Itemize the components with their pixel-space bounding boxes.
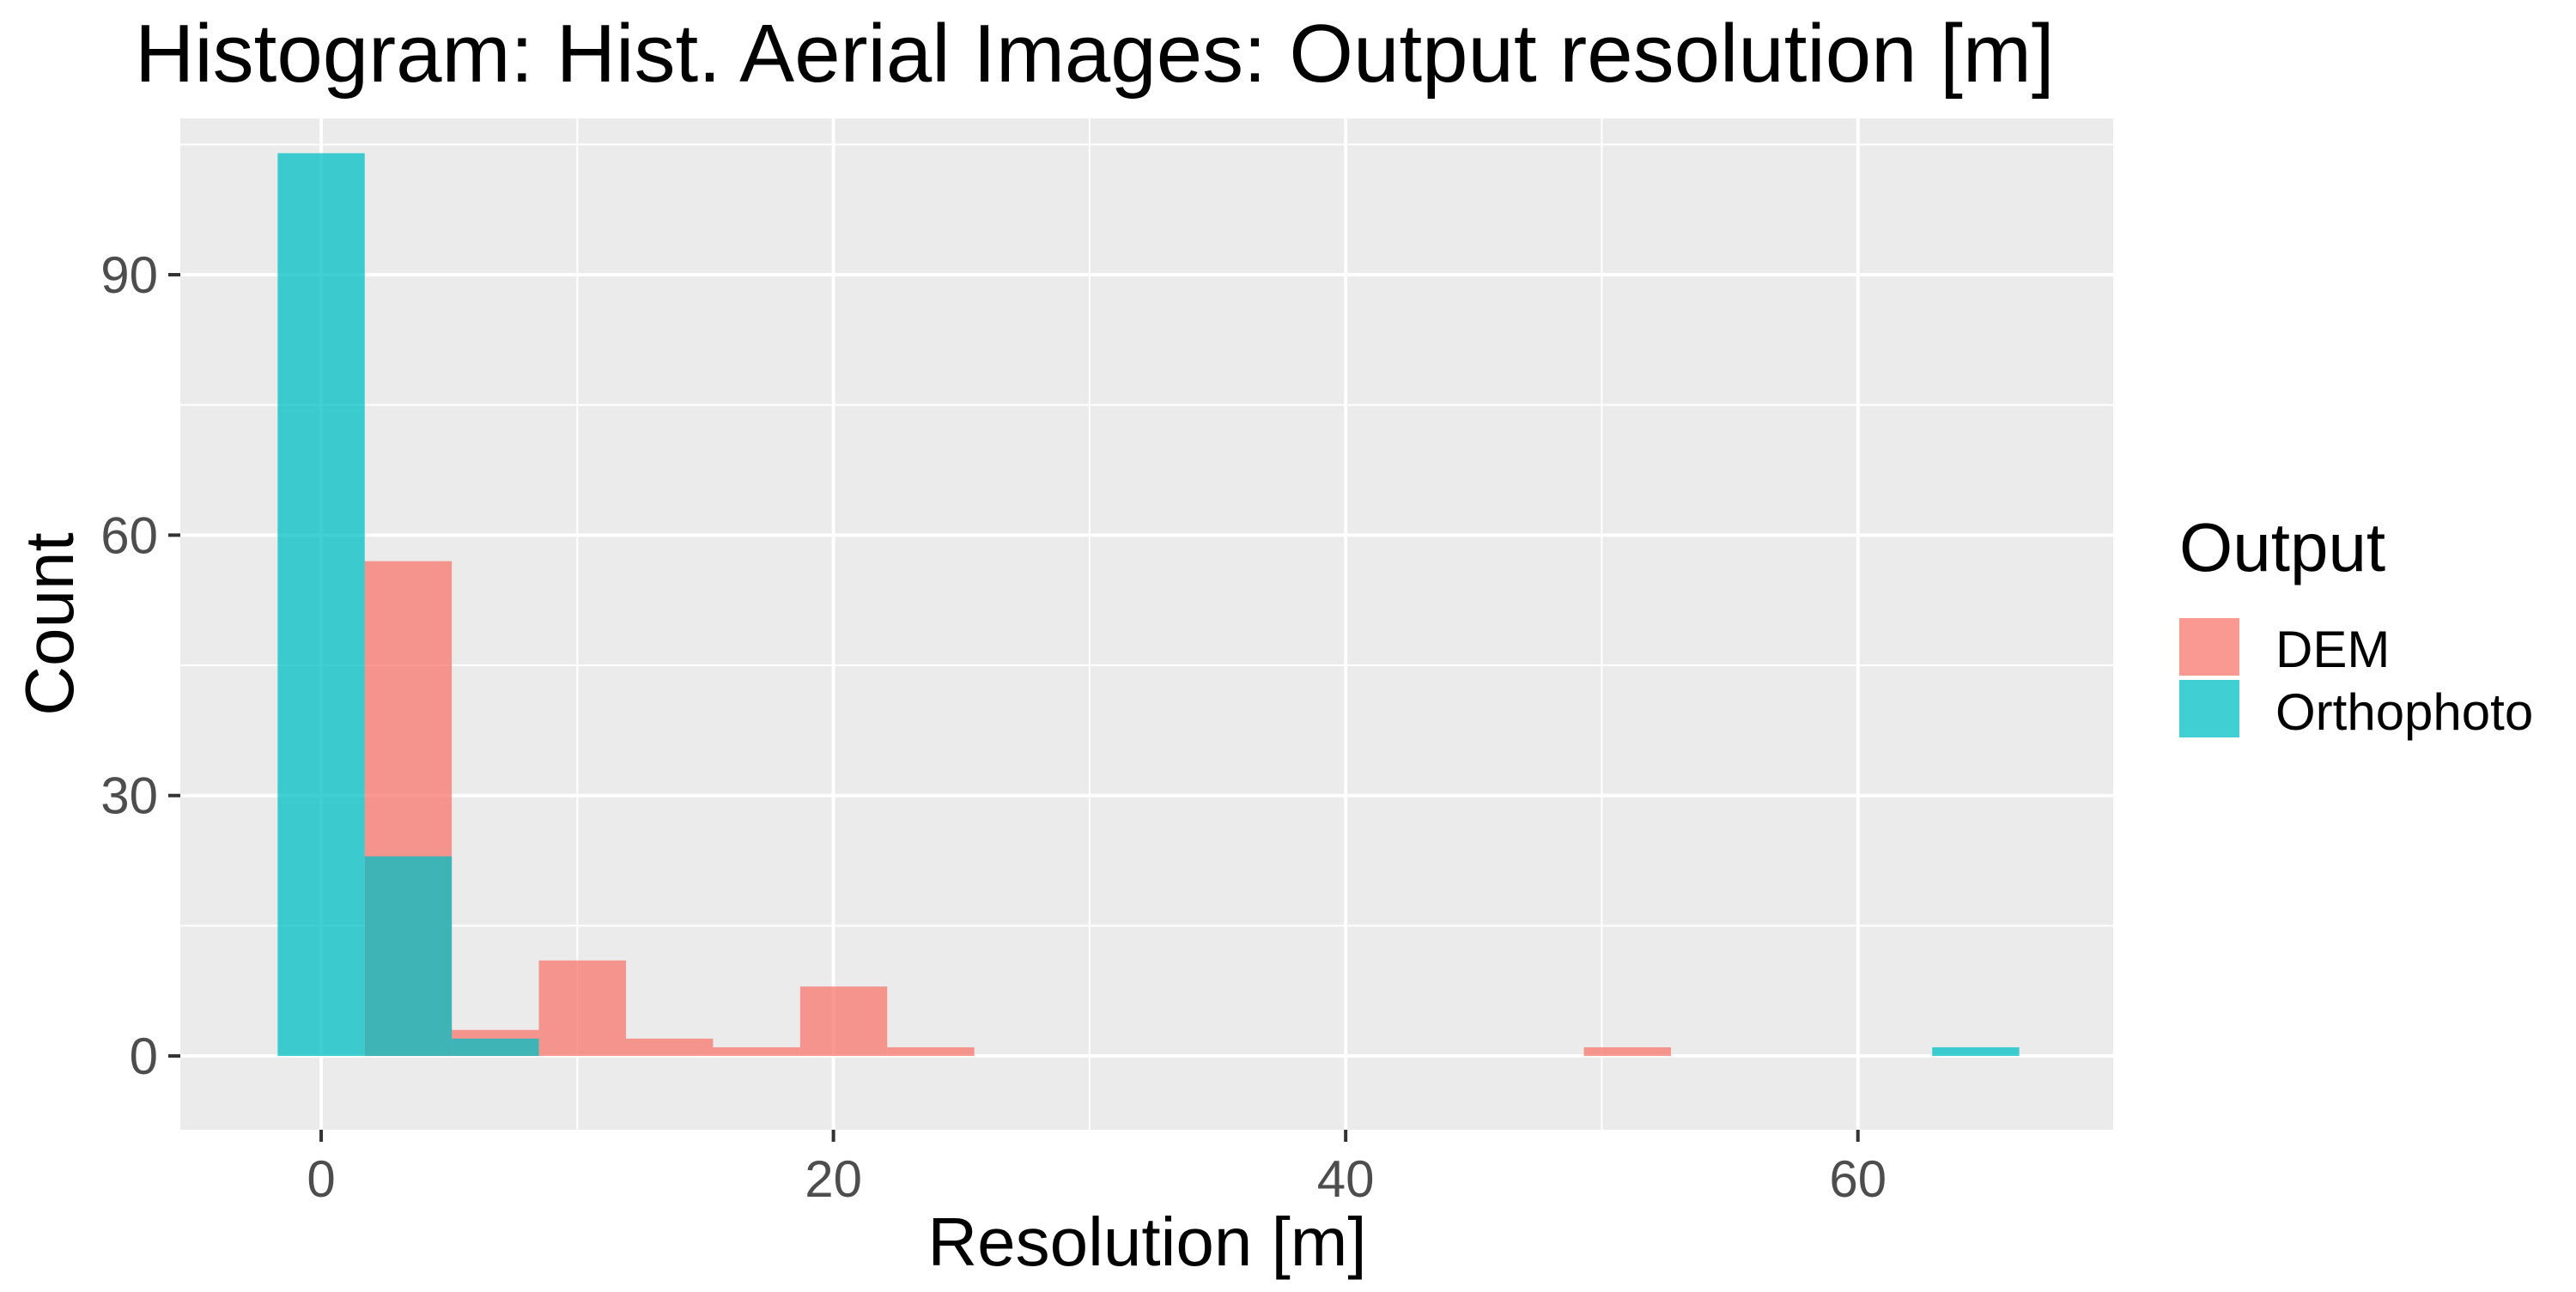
y-tick-label: 30 [100,767,158,825]
histogram-bar-dem [713,1046,800,1057]
histogram-bar-dem [1583,1046,1671,1057]
grid-layer [180,118,2115,1130]
y-tick-label: 60 [100,506,158,564]
histogram-bar-dem [626,1038,714,1057]
x-tick-label: 20 [805,1150,862,1208]
histogram-bar-dem [538,960,627,1057]
legend-key-orthophoto [2179,680,2239,737]
x-axis-title: Resolution [m] [927,1204,1366,1280]
legend-title: Output [2179,509,2385,585]
chart-title: Histogram: Hist. Aerial Images: Output r… [135,8,2055,100]
histogram-bar-orthophoto [364,856,453,1057]
histogram-bar-dem [799,986,888,1057]
x-tick-label: 60 [1829,1150,1886,1208]
x-tick-label: 0 [307,1150,335,1208]
axis-layer: 0 20 40 60 0 30 60 90 [100,246,1886,1208]
legend-key-dem [2179,618,2239,676]
histogram-bar-orthophoto [1932,1046,2020,1057]
legend: Output DEM Orthophoto [2179,509,2533,741]
y-tick-label: 0 [130,1028,158,1085]
bars-layer [277,153,2020,1057]
histogram-bar-orthophoto [277,153,365,1057]
legend-label-dem: DEM [2275,621,2390,678]
histogram-bar-dem [887,1046,975,1057]
legend-label-orthophoto: Orthophoto [2275,683,2533,741]
x-tick-label: 40 [1317,1150,1375,1208]
y-axis-title: Count [11,532,88,715]
histogram-bar-orthophoto [452,1038,539,1057]
y-tick-label: 90 [100,246,158,304]
plot-panel [180,118,2114,1130]
